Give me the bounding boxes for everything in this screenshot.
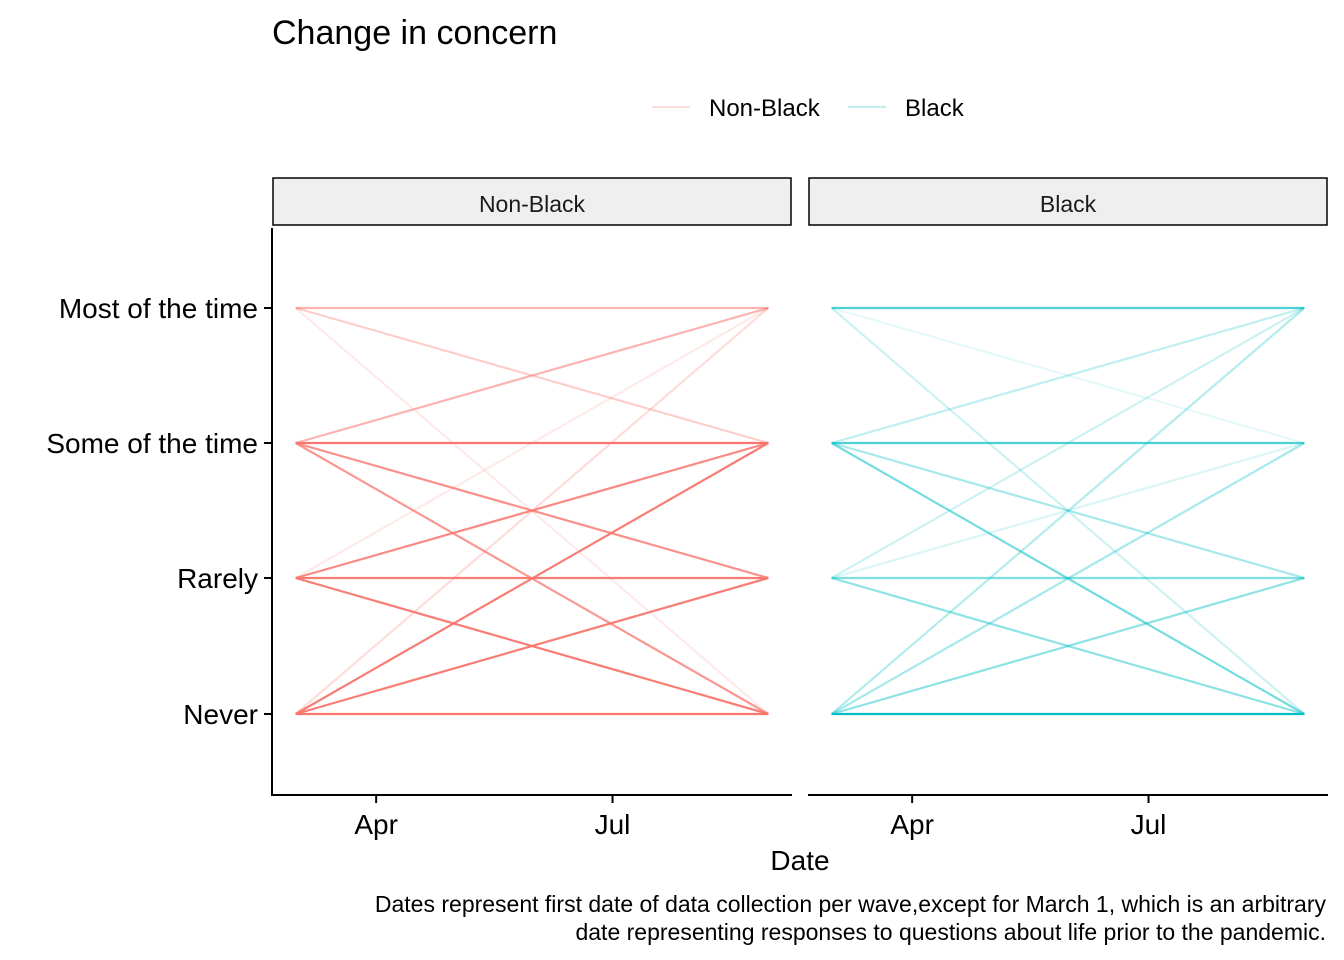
line-non-black-some-of-the-time-to-most-of-the-time xyxy=(295,306,769,445)
line-black-most-of-the-time-to-some-of-the-time xyxy=(831,306,1305,445)
x-tick-label-black-apr: Apr xyxy=(890,809,934,840)
line-black-most-of-the-time-to-never xyxy=(830,307,1306,715)
x-tick-label-black-jul: Jul xyxy=(1131,809,1167,840)
line-black-rarely-to-never xyxy=(831,576,1305,716)
chart-title: Change in concern xyxy=(272,14,557,52)
strip-black xyxy=(808,177,1328,226)
y-tick-label-most-of-the-time: Most of the time xyxy=(59,293,258,324)
line-non-black-rarely-to-most-of-the-time xyxy=(295,307,769,579)
line-black-never-to-rarely xyxy=(831,576,1305,716)
line-black-never-to-some-of-the-time xyxy=(831,442,1305,715)
legend-label-black: Black xyxy=(905,95,965,122)
caption-line-1: Dates represent first date of data colle… xyxy=(375,891,1327,917)
line-non-black-rarely-to-some-of-the-time xyxy=(295,441,769,580)
line-non-black-never-to-most-of-the-time xyxy=(294,307,770,715)
panels: Non-Black Apr Jul Black Apr Jul xyxy=(272,177,1328,840)
x-axis-title: Date xyxy=(770,845,829,876)
line-black-some-of-the-time-to-rarely xyxy=(831,441,1305,580)
x-tick-label-non-black-apr: Apr xyxy=(354,809,398,840)
x-tick-label-non-black-jul: Jul xyxy=(595,809,631,840)
legend: Non-Black Black xyxy=(652,95,965,122)
y-tick-label-never: Never xyxy=(183,699,258,730)
caption-line-2: date representing responses to questions… xyxy=(575,919,1326,945)
line-black-rarely-to-some-of-the-time xyxy=(831,441,1305,580)
y-tick-label-some-of-the-time: Some of the time xyxy=(46,428,258,459)
line-black-never-to-most-of-the-time xyxy=(830,307,1306,715)
line-non-black-never-to-rarely xyxy=(295,576,769,716)
line-black-rarely-to-most-of-the-time xyxy=(831,307,1305,579)
strip-label-black: Black xyxy=(1040,191,1097,217)
legend-label-non-black: Non-Black xyxy=(709,95,821,122)
y-tick-label-rarely: Rarely xyxy=(177,563,258,594)
strip-non-black xyxy=(272,177,792,226)
y-axis: Never Rarely Some of the time Most of the t… xyxy=(46,228,273,796)
line-non-black-never-to-some-of-the-time xyxy=(295,442,769,715)
line-black-some-of-the-time-to-most-of-the-time xyxy=(831,306,1305,445)
strip-label-non-black: Non-Black xyxy=(479,191,586,217)
